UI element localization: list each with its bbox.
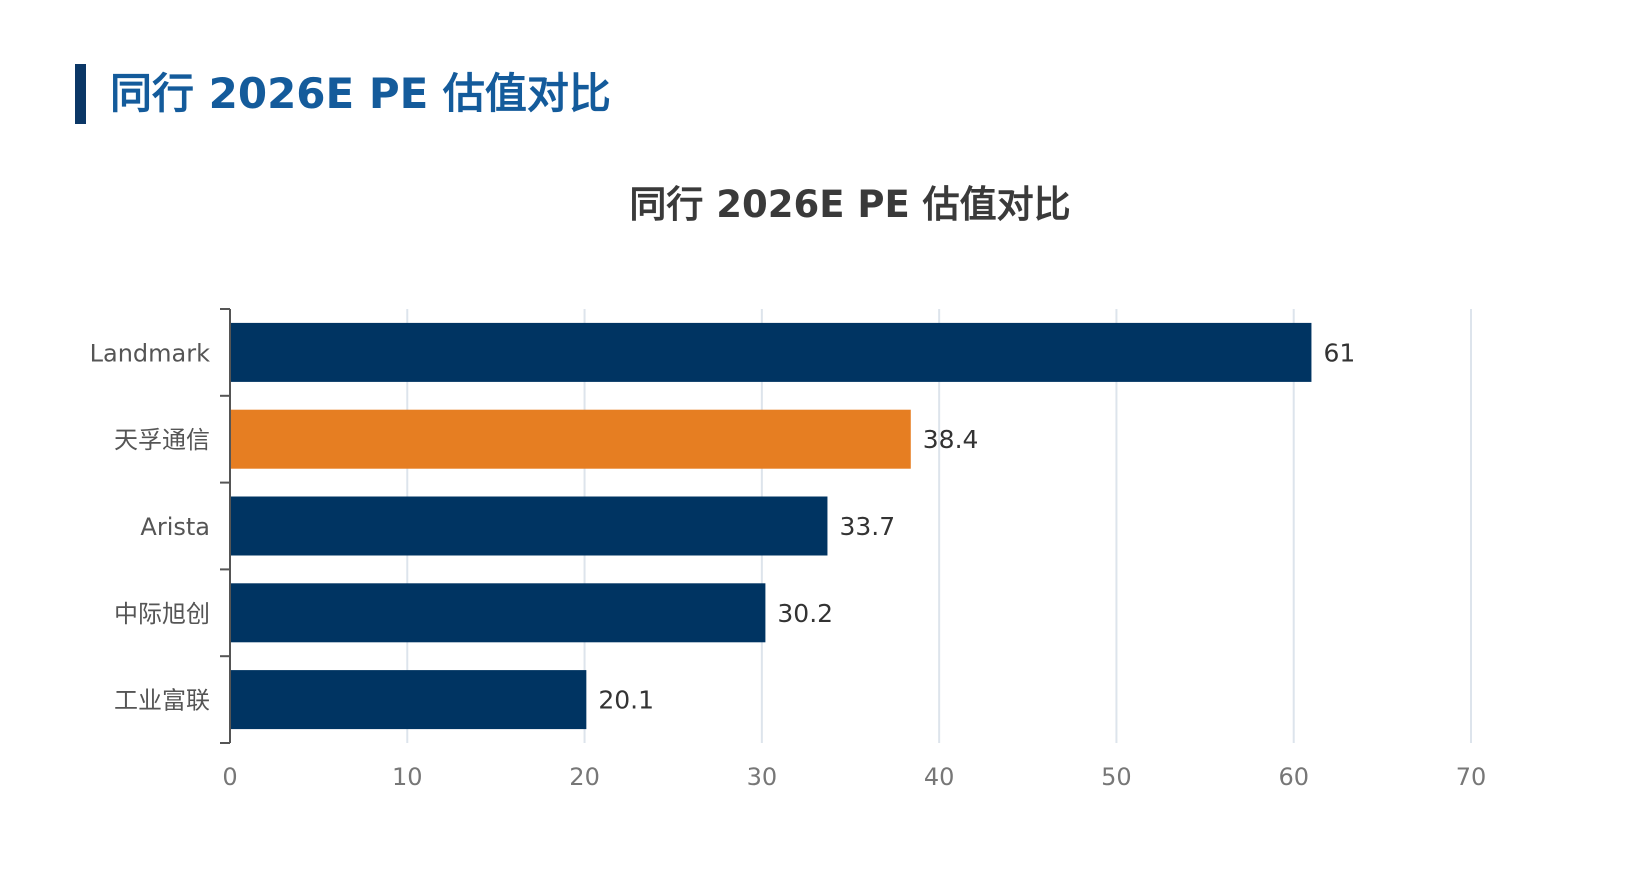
header-accent-bar [75,64,86,124]
category-label: Landmark [90,339,210,367]
x-tick-label: 20 [569,763,600,791]
x-tick-label: 10 [392,763,423,791]
bar-2 [231,409,911,469]
data-label: 61 [1323,338,1355,367]
category-label: 工业富联 [114,687,210,715]
category-label: 中际旭创 [114,600,210,628]
bar-3 [231,496,828,556]
bar-5 [231,670,587,730]
bar-1 [231,322,1312,382]
x-tick-label: 30 [747,763,778,791]
x-tick-label: 70 [1456,763,1487,791]
category-label: 天孚通信 [114,426,210,454]
bar-4 [231,583,766,643]
chart-title: 同行 2026E PE 估值对比 [629,183,1070,226]
page-title: 同行 2026E PE 估值对比 [110,69,611,118]
category-label: Arista [140,513,210,541]
x-tick-label: 50 [1101,763,1132,791]
x-tick-label: 0 [222,763,237,791]
x-tick-label: 40 [924,763,955,791]
data-label: 33.7 [839,512,895,541]
data-label: 38.4 [923,425,979,454]
data-label: 30.2 [777,599,833,628]
x-tick-label: 60 [1278,763,1309,791]
data-label: 20.1 [598,686,654,715]
